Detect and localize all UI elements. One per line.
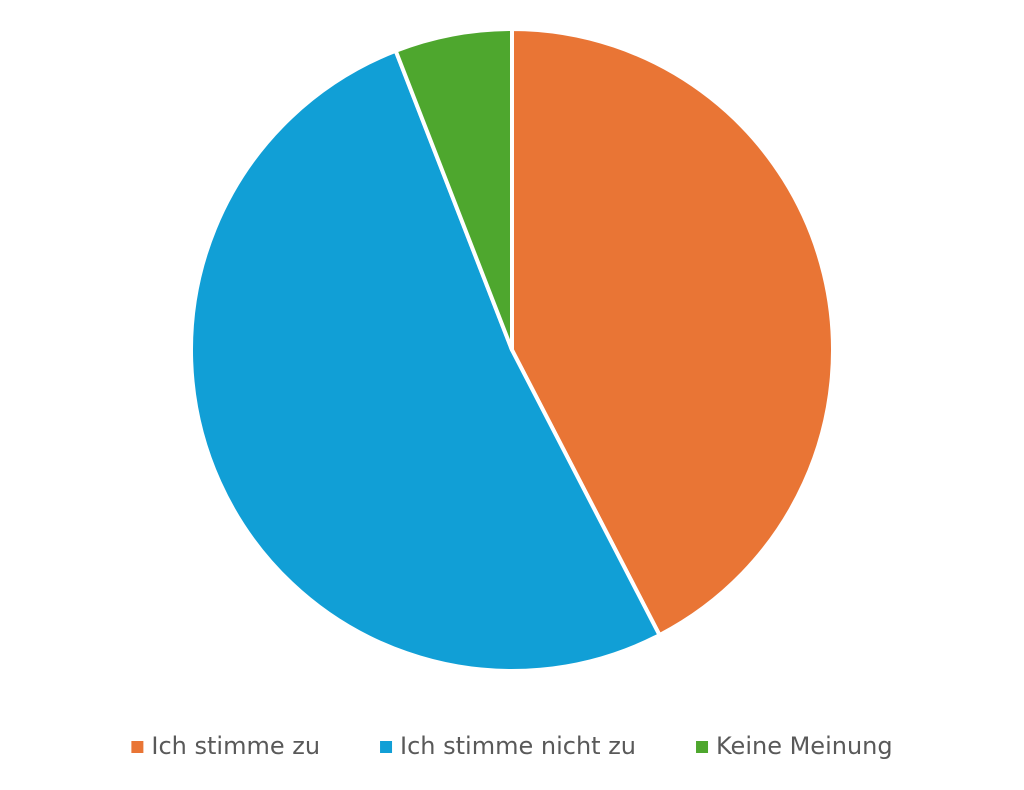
legend-swatch bbox=[380, 741, 393, 753]
pie-slice bbox=[393, 27, 514, 352]
legend-swatch bbox=[696, 741, 709, 753]
legend-swatch bbox=[131, 741, 144, 753]
legend-label: Ich stimme nicht zu bbox=[400, 732, 636, 760]
legend-label: Keine Meinung bbox=[716, 732, 893, 760]
legend-label: Ich stimme zu bbox=[151, 732, 320, 760]
pie-slice bbox=[189, 48, 662, 673]
pie-slice bbox=[510, 27, 835, 638]
